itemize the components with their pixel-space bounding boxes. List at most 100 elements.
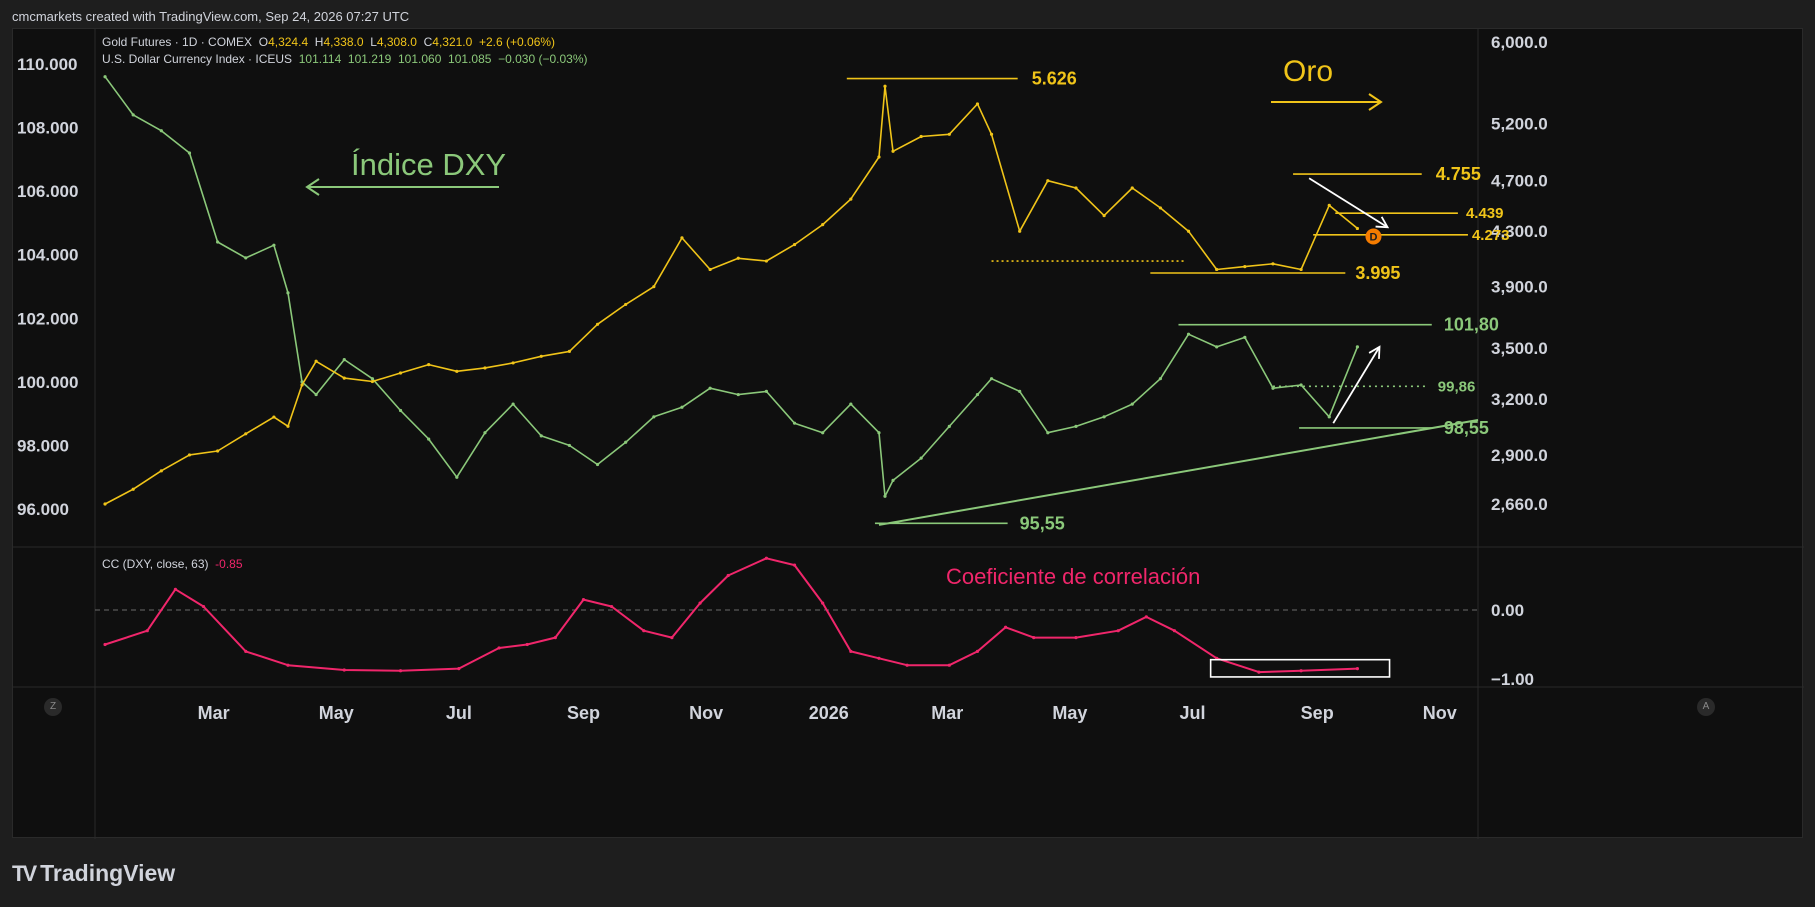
cc-line-point [849,649,853,654]
cc-line-point [457,667,461,671]
dxy-line-point [989,377,994,381]
gold-line-point [1102,213,1106,218]
dxy-line-point [1130,402,1134,406]
dxy-line-point [652,415,656,419]
gold-line-point [398,371,403,375]
dxy-line-point [455,475,459,479]
gold-line-point [708,267,712,272]
dxy-open: 101.114 [298,52,342,66]
gold-line-point [342,376,346,380]
auto-scale-button[interactable]: A [1697,698,1715,716]
dxy-line-point [187,151,192,155]
gold-line-point [1271,262,1275,266]
log-scale-button[interactable]: Z [44,698,62,716]
dxy-y-tick: 96.000 [17,500,69,519]
cc-line-point [581,598,586,602]
cc-y-tick: −1.00 [1491,670,1534,689]
gold-line-point [300,383,304,387]
cc-line-point [1257,670,1261,674]
dxy-line-point [398,408,403,413]
chart-svg[interactable]: 6,000.0 5,200.0 4,700.0 4,300.0 3,900.0 3,500… [13,29,1804,839]
gold-line-point [1046,179,1050,183]
gold-high: 4,338.0 [323,35,364,49]
cc-line-point [286,663,290,667]
gold-open: 4,324.4 [268,35,309,49]
tradingview-logo[interactable]: TV TradingView [12,860,175,887]
gold-line-point [1243,265,1247,269]
gold-line-point [159,469,163,473]
dxy-line-point [891,478,895,482]
dxy-y-tick: 102.000 [17,309,78,328]
x-tick: 2026 [809,703,849,723]
dxy-legend-name: U.S. Dollar Currency Index · ICEUS [102,52,293,66]
dxy-line-point [1018,389,1022,393]
gold-line-point [286,424,290,428]
dxy-line-point [1186,332,1191,336]
cc-value: -0.85 [215,557,243,571]
gold-line-point [131,487,135,491]
dxy-arrow-head [305,178,320,196]
dxy-line-point [792,421,797,425]
gold-line-point [370,379,375,384]
dxy-line-point [1355,345,1359,349]
cc-line-point [975,649,980,654]
dxy-line-point [708,386,712,390]
dxy-line-point [1158,377,1162,381]
gold-line-point [883,84,887,88]
cc-line-point [103,642,107,647]
cc-line-point [497,646,501,650]
gold-line-point [792,242,797,247]
dxy-line-point [511,402,515,406]
correlation-annotation: Coeficiente de correlación [946,564,1200,589]
tradingview-brand: TradingView [40,860,176,886]
dxy-line-point [286,291,290,295]
x-tick: Nov [1423,703,1457,723]
x-tick: Jul [446,703,472,723]
gold-low-label: 3.995 [1355,263,1400,283]
x-tick: May [319,703,354,723]
dxy-line-point [595,462,600,467]
x-tick: Mar [931,703,963,723]
x-tick: Sep [1301,703,1334,723]
tradingview-logo-icon: TV [12,860,37,886]
dxy-line-point [539,434,543,438]
x-tick: Jul [1180,703,1206,723]
dxy-line-point [1046,431,1050,435]
dxy-high: 101.219 [347,52,392,66]
gold-c-label: C [423,35,433,49]
gold-y-tick: 2,900.0 [1491,446,1548,465]
dxy-mid-label: 99,86 [1438,378,1476,395]
cc-line-point [398,669,403,673]
cc-line-point [1355,667,1359,671]
cc-line-point [525,642,529,647]
cc-line-point [877,656,881,660]
dxy-line-point [883,494,887,498]
dxy-line-point [483,431,487,435]
gold-line-point [989,132,994,136]
cc-line-point [670,636,674,640]
dxy-line-point [975,392,980,397]
dxy-support-label: 98,55 [1444,418,1489,438]
dxy-y-tick: 104.000 [17,246,78,265]
gold-legend-name: Gold Futures · 1D · COMEX [102,35,253,49]
cc-line-point [1032,636,1036,640]
dxy-line-point [764,389,768,393]
cc-line-point [1004,625,1008,629]
dxy-line-point [1271,386,1275,390]
dxy-line-point [877,431,881,435]
gold-line-point [1158,206,1162,210]
gold-line-point [216,449,220,453]
dxy-line-point [849,402,853,406]
cc-line-point [553,636,557,640]
dxy-line-point [624,440,628,444]
gold-line-point [1130,186,1134,190]
cc-line-point [726,573,730,578]
gold-line-point [483,366,487,370]
gold-line-point [877,155,881,159]
gold-change: +2.6 (+0.06%) [478,35,556,49]
x-tick: May [1052,703,1087,723]
dxy-line-point [567,443,572,448]
dxy-line-point [947,424,951,428]
dxy-line-point [1327,415,1331,419]
cc-highlight-box [1209,658,1391,678]
